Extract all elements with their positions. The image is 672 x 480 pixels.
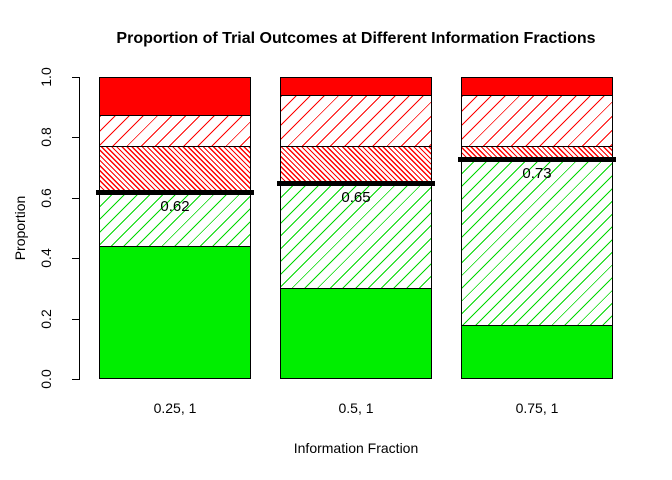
bar-segment-failure-dense-hatched [99, 146, 251, 193]
bar-segment-success-hatched [99, 191, 251, 248]
stacked-bar: 0.73 [458, 77, 616, 379]
x-axis-label: Information Fraction [293, 440, 419, 456]
threshold-value-label: 0.65 [341, 188, 371, 206]
threshold-value-label: 0.62 [160, 197, 190, 215]
bar-segment-failure-solid [461, 77, 613, 97]
y-tick-mark [72, 258, 79, 260]
bar-segment-success-hatched [461, 158, 613, 326]
x-tick-label: 0.75, 1 [515, 400, 559, 416]
y-axis-line [79, 77, 80, 380]
bar-segment-failure-solid [280, 77, 432, 97]
y-tick-mark [72, 137, 79, 139]
bar-segment-success-solid [461, 324, 613, 379]
chart-title: Proportion of Trial Outcomes at Differen… [116, 30, 596, 47]
stacked-bar: 0.62 [96, 77, 254, 379]
y-tick-mark [72, 318, 79, 320]
y-tick-mark [72, 379, 79, 380]
bar-segment-success-solid [99, 246, 251, 379]
bar-segment-failure-hatched [99, 114, 251, 148]
x-tick-label: 0.5, 1 [338, 400, 374, 416]
bar-segment-success-solid [280, 288, 432, 379]
bar-segment-failure-hatched [280, 95, 432, 148]
threshold-line [277, 180, 435, 186]
threshold-line [458, 156, 616, 162]
bar-segment-success-hatched [280, 182, 432, 290]
threshold-value-label: 0.73 [522, 164, 552, 182]
threshold-line [96, 189, 254, 195]
x-tick-label: 0.25, 1 [153, 400, 197, 416]
y-tick-mark [72, 197, 79, 199]
y-tick-mark [72, 77, 79, 78]
bar-segment-failure-hatched [461, 95, 613, 148]
plot-area: 0.62 0.25, 1 0.65 0.5, 1 0.73 0.75, 1 [0, 77, 672, 416]
bar-segment-failure-dense-hatched [280, 146, 432, 184]
stacked-bar: 0.65 [277, 77, 435, 379]
bar-segment-failure-solid [99, 77, 251, 116]
